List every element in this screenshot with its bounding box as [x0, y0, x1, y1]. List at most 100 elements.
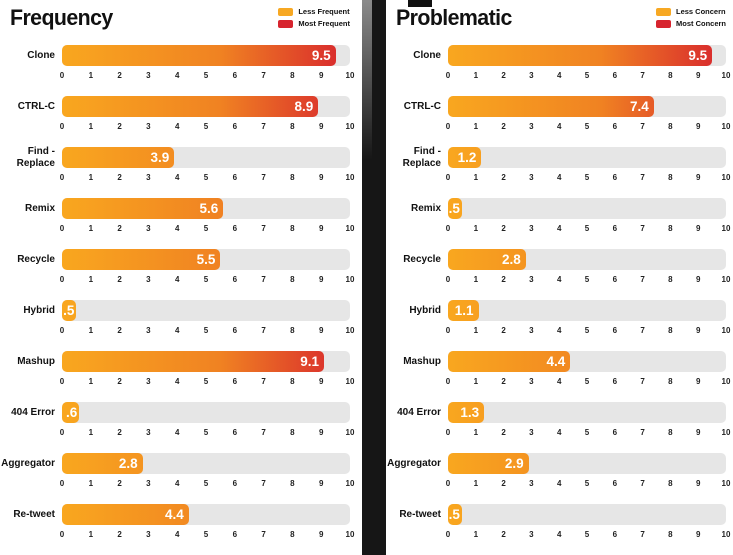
axis-ticks: 0 1 2 3 4 5 6 7 8 9 10 [60, 377, 355, 388]
axis-tick: 6 [232, 530, 238, 539]
axis-tick: 10 [345, 530, 355, 539]
axis-tick: 7 [261, 530, 266, 539]
value-bar: .5 [448, 198, 462, 219]
axis-ticks: 0 1 2 3 4 5 6 7 8 9 10 [446, 326, 731, 337]
axis-tick: 7 [640, 71, 645, 80]
axis-tick: 6 [612, 377, 618, 386]
bar-track: 7.4 [448, 96, 726, 117]
bar-track: .6 [62, 402, 350, 423]
axis-tick: 8 [290, 71, 295, 80]
axis-tick: 6 [232, 71, 238, 80]
axis-tick: 8 [668, 377, 673, 386]
axis-tick: 2 [117, 530, 122, 539]
axis-tick: 7 [261, 224, 266, 233]
axis-tick: 1 [473, 122, 479, 131]
value-bar: 2.8 [448, 249, 526, 270]
problematic-legend: Less Concern Most Concern [655, 6, 726, 28]
axis-tick: 0 [59, 530, 65, 539]
bar-value-label: 9.5 [311, 47, 331, 63]
axis-tick: 10 [345, 224, 355, 233]
axis-tick: 9 [318, 173, 324, 182]
axis-tick: 9 [695, 224, 701, 233]
chart-row: Hybrid 1.1 0 1 2 3 4 5 6 7 8 9 10 [388, 300, 731, 351]
axis-tick: 10 [721, 326, 731, 335]
bar-track: 1.1 [448, 300, 726, 321]
axis-tick: 4 [556, 428, 562, 437]
chart-row: Re-tweet 4.4 0 1 2 3 4 5 6 7 8 9 10 [2, 504, 354, 555]
axis-tick: 5 [203, 326, 209, 335]
axis-tick: 6 [232, 122, 238, 131]
bar-track: 5.5 [62, 249, 350, 270]
axis-tick: 0 [445, 71, 451, 80]
axis-tick: 10 [345, 173, 355, 182]
axis-tick: 2 [501, 224, 506, 233]
category-label: Mashup [17, 355, 55, 367]
axis-tick: 7 [261, 122, 266, 131]
axis-tick: 10 [345, 326, 355, 335]
chart-row: 404 Error 1.3 0 1 2 3 4 5 6 7 8 9 10 [388, 402, 730, 453]
bar-track: 9.5 [62, 45, 350, 66]
axis-tick: 6 [232, 428, 238, 437]
axis-tick: 8 [290, 224, 295, 233]
axis-tick: 9 [695, 377, 701, 386]
axis-tick: 0 [445, 122, 451, 131]
axis-tick: 4 [556, 326, 562, 335]
axis-tick: 5 [584, 428, 590, 437]
axis-tick: 3 [146, 71, 151, 80]
axis-tick: 4 [174, 71, 180, 80]
bar-track: 2.8 [62, 453, 350, 474]
axis-tick: 8 [290, 275, 295, 284]
axis-tick: 4 [174, 326, 180, 335]
axis-tick: 7 [261, 173, 266, 182]
axis-tick: 7 [640, 275, 645, 284]
category-label: Hybrid [23, 304, 55, 316]
axis-tick: 7 [640, 428, 645, 437]
axis-tick: 0 [445, 224, 451, 233]
category-label: Find - Replace [16, 146, 55, 169]
axis-ticks: 0 1 2 3 4 5 6 7 8 9 10 [446, 173, 731, 184]
axis-tick: 1 [88, 122, 94, 131]
axis-tick: 7 [261, 275, 266, 284]
most-frequent-swatch-icon [278, 19, 294, 28]
axis-tick: 1 [473, 530, 479, 539]
axis-tick: 7 [261, 326, 266, 335]
axis-tick: 0 [59, 173, 65, 182]
axis-tick: 1 [88, 530, 94, 539]
axis-tick: 1 [88, 479, 94, 488]
bar-track: 4.4 [62, 504, 350, 525]
axis-tick: 9 [695, 173, 701, 182]
axis-tick: 2 [117, 275, 122, 284]
category-label: Clone [413, 49, 441, 61]
bar-value-label: 5.6 [199, 200, 219, 216]
axis-tick: 4 [174, 377, 180, 386]
axis-tick: 1 [88, 275, 94, 284]
value-bar: 9.5 [448, 45, 713, 66]
chart-row: Find - Replace 3.9 0 1 2 3 4 5 6 7 8 9 10 [2, 146, 355, 198]
axis-tick: 7 [640, 224, 645, 233]
chart-row: CTRL-C 8.9 0 1 2 3 4 5 6 7 8 9 10 [2, 96, 354, 147]
gutter-sheen [362, 0, 372, 160]
chart-row: Aggregator 2.8 0 1 2 3 4 5 6 7 8 9 10 [1, 453, 354, 504]
axis-tick: 3 [146, 275, 151, 284]
bar-track: 3.9 [62, 147, 350, 168]
axis-tick: 6 [612, 71, 618, 80]
value-bar: 1.2 [448, 147, 482, 168]
axis-tick: 3 [146, 173, 151, 182]
value-bar: 2.8 [62, 453, 143, 474]
axis-tick: 10 [721, 173, 731, 182]
axis-tick: 5 [584, 530, 590, 539]
axis-tick: 10 [345, 71, 355, 80]
axis-tick: 8 [668, 173, 673, 182]
axis-ticks: 0 1 2 3 4 5 6 7 8 9 10 [445, 122, 731, 133]
category-label: Aggregator [1, 457, 55, 469]
axis-tick: 7 [640, 530, 645, 539]
axis-tick: 4 [174, 122, 180, 131]
axis-tick: 7 [640, 479, 645, 488]
axis-tick: 9 [318, 275, 324, 284]
legend-item-less-frequent: Less Frequent [278, 7, 350, 16]
value-bar: 5.5 [62, 249, 221, 270]
bar-value-label: 2.8 [118, 455, 138, 471]
axis-tick: 3 [146, 428, 151, 437]
axis-tick: 8 [290, 326, 295, 335]
axis-tick: 6 [612, 224, 618, 233]
